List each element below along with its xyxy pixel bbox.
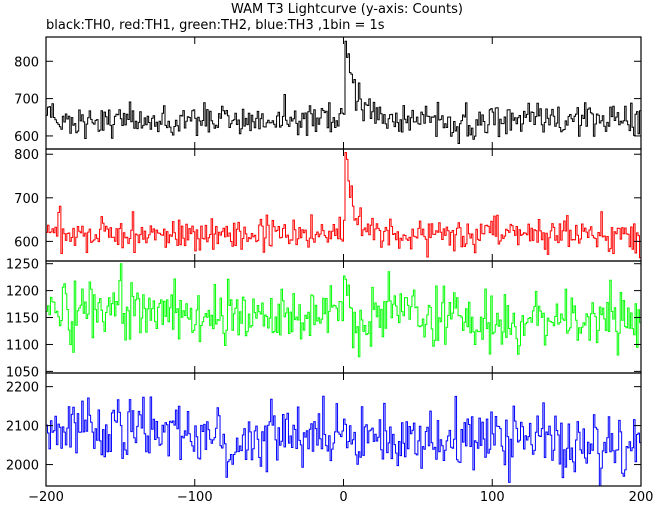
y-tick-label: 800	[14, 148, 39, 163]
y-tick-label: 600	[14, 130, 39, 145]
y-tick-label: 800	[14, 55, 39, 70]
panel-th3: 2000 2100 2200	[6, 372, 642, 487]
y-tick-label: 2100	[6, 420, 39, 435]
y-tick-label: 1150	[6, 312, 39, 327]
chart-subtitle: black:TH0, red:TH1, green:TH2, blue:TH3 …	[46, 18, 385, 33]
panel-th2: 1050 1100 1150 1200 1250	[6, 258, 642, 380]
y-tick-label: 2200	[6, 381, 39, 396]
panel-th0: 600 700 800	[14, 36, 642, 150]
x-tick-label: −100	[177, 490, 213, 505]
series-th0	[46, 40, 641, 144]
y-tick-label: 600	[14, 235, 39, 250]
panel-frame	[45, 36, 642, 150]
y-tick-label: 1200	[6, 285, 39, 300]
x-tick-label: −200	[28, 490, 64, 505]
x-tick-label: 100	[480, 490, 505, 505]
y-tick-label: 1100	[6, 338, 39, 353]
x-tick-label: 0	[339, 490, 347, 505]
series-th1	[46, 152, 641, 259]
chart-title: WAM T3 Lightcurve (y-axis: Counts)	[231, 2, 463, 17]
y-tick-label: 700	[14, 93, 39, 108]
series-th3	[46, 395, 641, 487]
y-tick-label: 700	[14, 192, 39, 207]
y-tick-label: 1050	[6, 365, 39, 380]
plot-area: 600 700 800 600 700 800 1050 1100 1150 1200 1250 20…	[6, 36, 654, 505]
panel-th1: 600 700 800	[14, 148, 642, 262]
y-tick-label: 2000	[6, 459, 39, 474]
x-tick-label: 200	[629, 490, 654, 505]
y-tick-label: 1250	[6, 258, 39, 273]
series-th2	[46, 263, 641, 358]
